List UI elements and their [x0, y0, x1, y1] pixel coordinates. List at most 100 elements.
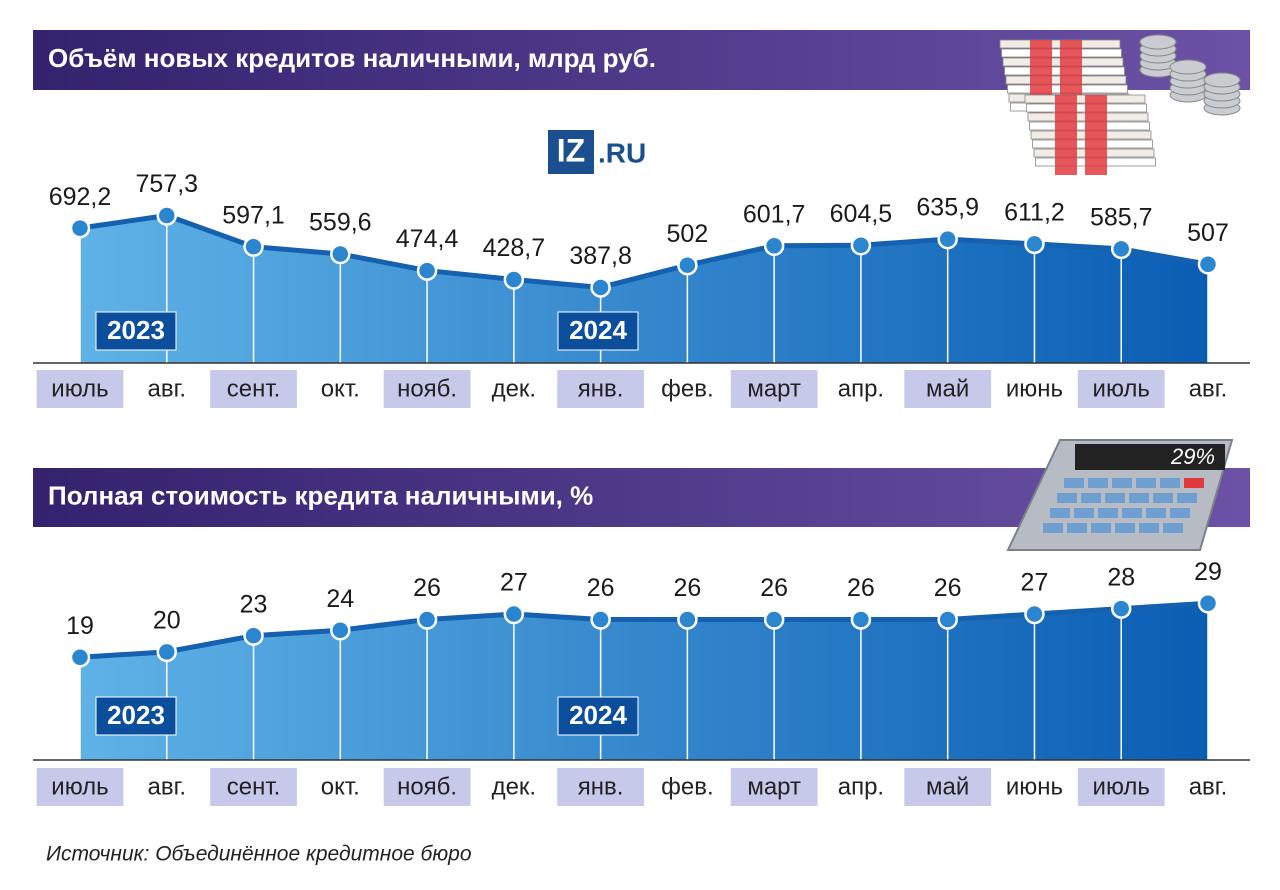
year-label: 2023 — [107, 315, 165, 345]
x-tick-label: июнь — [1006, 375, 1063, 402]
point — [677, 254, 698, 276]
category-cell — [1077, 768, 1165, 806]
value-label: 474,4 — [396, 225, 459, 253]
money-illustration — [999, 34, 1241, 175]
point — [243, 236, 264, 257]
calculator-key — [1122, 508, 1142, 518]
value-label: 19 — [66, 612, 94, 640]
calculator-key — [1091, 523, 1111, 533]
calculator-key — [1177, 493, 1197, 503]
value-label: 26 — [934, 574, 962, 602]
point — [763, 609, 785, 630]
value-label: 692,2 — [49, 183, 112, 211]
calculator-key — [1184, 478, 1204, 488]
category-cell — [36, 370, 124, 408]
logo: IZ .RU — [548, 130, 646, 174]
calculator-key — [1098, 508, 1118, 518]
source: Источник: Объединённое кредитное бюро — [46, 843, 472, 866]
point — [1024, 233, 1045, 255]
coin — [1169, 59, 1207, 75]
point — [590, 277, 611, 298]
x-tick-label: июль — [1093, 375, 1150, 402]
value-label: 28 — [1107, 563, 1135, 591]
value-label: 20 — [153, 607, 181, 635]
chart-title: Полная стоимость кредита наличными, % — [48, 480, 593, 510]
point — [937, 609, 958, 630]
point — [677, 609, 698, 630]
calculator-key — [1043, 523, 1063, 533]
x-tick-label: март — [747, 375, 801, 402]
value-label: 26 — [760, 574, 788, 602]
x-tick-label: фев. — [661, 773, 714, 800]
x-tick-label: апр. — [838, 375, 884, 402]
calculator-illustration: 29% — [1006, 439, 1234, 551]
category-cell — [383, 768, 471, 806]
calculator-key — [1146, 508, 1166, 518]
year-label: 2023 — [107, 700, 165, 730]
line — [79, 212, 1209, 290]
calculator-key — [1050, 508, 1070, 518]
year-box — [557, 696, 639, 736]
x-tick-label: нояб. — [397, 773, 457, 800]
value-label: 502 — [667, 220, 709, 248]
category-cell — [557, 768, 644, 806]
chart-title: Объём новых кредитов наличными, млрд руб… — [48, 43, 656, 73]
value-label: 604,5 — [830, 200, 893, 228]
x-tick-label: март — [747, 773, 801, 800]
value-label: 635,9 — [916, 194, 979, 222]
category-cell — [36, 768, 124, 806]
calculator-display-text: 29% — [1170, 444, 1215, 469]
coin — [1203, 72, 1241, 88]
x-tick-label: сент. — [227, 375, 281, 402]
calculator-key — [1074, 508, 1094, 518]
x-tick-label: май — [926, 773, 969, 800]
year-label: 2024 — [569, 700, 627, 730]
value-label: 387,8 — [569, 242, 632, 270]
calculator-key — [1153, 493, 1173, 503]
value-label: 26 — [587, 574, 615, 602]
point — [416, 609, 438, 630]
value-label: 757,3 — [135, 170, 198, 198]
x-tick-label: авг. — [147, 773, 186, 800]
calculator-key — [1081, 493, 1101, 503]
point — [590, 609, 611, 630]
area — [80, 603, 1208, 760]
x-tick-label: май — [926, 375, 969, 402]
logo-text: .RU — [598, 137, 646, 168]
calculator-key — [1136, 478, 1156, 488]
x-tick-label: янв. — [578, 773, 624, 800]
value-label: 23 — [240, 590, 268, 618]
value-label: 507 — [1187, 219, 1229, 247]
year-box — [557, 311, 639, 351]
coin — [1139, 34, 1177, 50]
point — [243, 625, 264, 646]
line — [79, 600, 1209, 660]
value-label: 601,7 — [743, 200, 806, 228]
x-tick-label: окт. — [321, 773, 360, 800]
value-label: 27 — [1021, 569, 1049, 597]
value-label: 428,7 — [483, 234, 546, 262]
calculator-key — [1160, 478, 1180, 488]
x-tick-label: фев. — [661, 375, 714, 402]
x-tick-label: сент. — [227, 773, 281, 800]
band — [1085, 95, 1107, 175]
x-tick-label: окт. — [321, 375, 360, 402]
value-label: 26 — [413, 574, 441, 602]
year-label: 2024 — [569, 315, 627, 345]
x-tick-label: дек. — [492, 773, 537, 800]
x-tick-label: авг. — [1189, 375, 1228, 402]
category-cell — [557, 370, 644, 408]
calculator-key — [1163, 523, 1183, 533]
point — [1110, 238, 1132, 260]
x-tick-label: июнь — [1006, 773, 1063, 800]
x-tick-label: июль — [51, 375, 108, 402]
category-cell — [210, 370, 297, 408]
value-label: 27 — [500, 569, 528, 597]
value-label: 29 — [1194, 558, 1222, 586]
calculator-key — [1139, 523, 1159, 533]
x-tick-label: апр. — [838, 773, 884, 800]
value-label: 611,2 — [1004, 199, 1065, 227]
point — [1197, 592, 1219, 614]
x-tick-label: янв. — [578, 375, 624, 402]
